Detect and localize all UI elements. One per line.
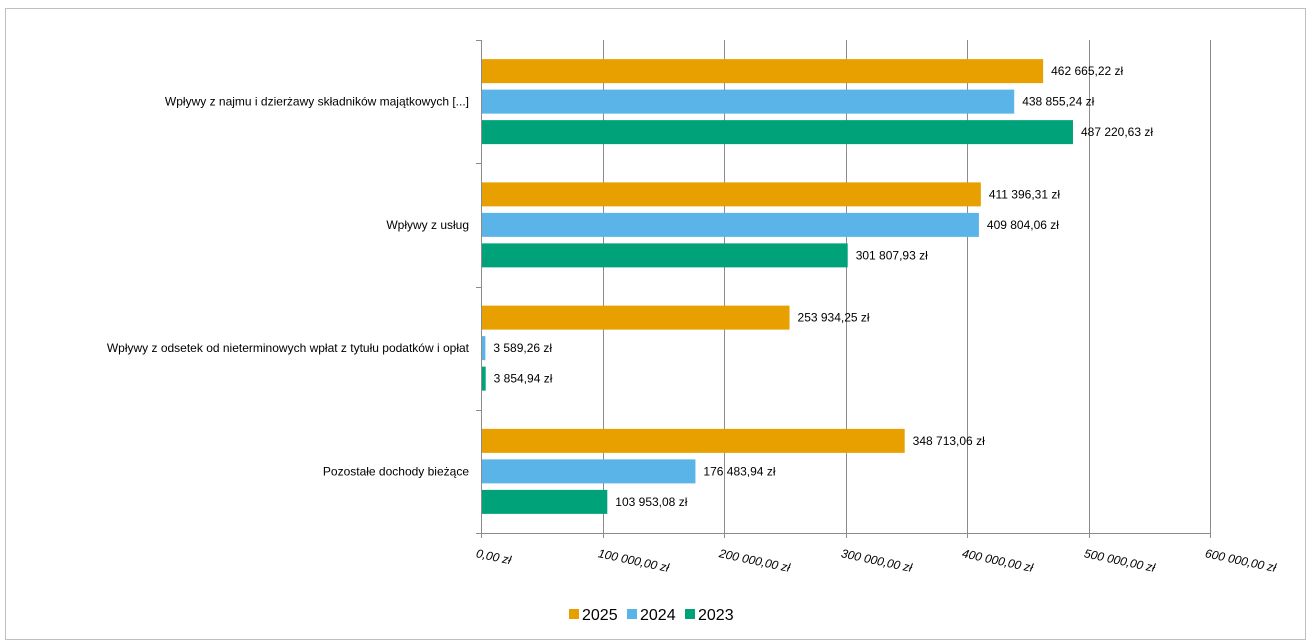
bar-2025 — [481, 182, 981, 207]
bar-2024 — [481, 212, 979, 237]
bar-2024 — [481, 89, 1015, 114]
legend-label: 2024 — [640, 607, 676, 624]
data-label: 253 934,25 zł — [798, 311, 870, 325]
legend-label: 2025 — [582, 607, 618, 624]
data-label: 409 804,06 zł — [987, 218, 1059, 232]
data-label: 348 713,06 zł — [913, 434, 985, 448]
data-label: 103 953,08 zł — [615, 495, 687, 509]
bar-2023 — [481, 489, 608, 514]
x-tick-label: 500 000,00 zł — [1083, 546, 1157, 575]
bar-2023 — [481, 243, 848, 268]
data-label: 438 855,24 zł — [1022, 95, 1094, 109]
data-label: 3 854,94 zł — [494, 372, 553, 386]
x-tick-label: 200 000,00 zł — [717, 546, 792, 575]
gridlines — [603, 40, 1211, 533]
x-tick-label: 600 000,00 zł — [1204, 546, 1278, 575]
x-tick-label: 100 000,00 zł — [597, 546, 671, 575]
data-labels: 462 665,22 zł 438 855,24 zł 487 220,63 zł 4… — [493, 64, 1153, 509]
data-label: 301 807,93 zł — [856, 248, 928, 262]
legend-swatch — [685, 609, 695, 619]
data-label: 176 483,94 zł — [703, 464, 775, 478]
category-label: Pozostałe dochody bieżące — [323, 464, 469, 478]
legend: 2025 2024 2023 — [569, 607, 734, 624]
legend-label: 2023 — [698, 607, 734, 624]
bar-2024 — [481, 459, 696, 484]
x-tick-label: 400 000,00 zł — [961, 546, 1035, 575]
bar-2024 — [481, 336, 486, 361]
data-label: 462 665,22 zł — [1051, 64, 1123, 78]
legend-swatch — [569, 609, 579, 619]
bar-2023 — [481, 366, 486, 391]
bar-2025 — [481, 59, 1044, 84]
bar-2025 — [481, 305, 790, 330]
category-label: Wpływy z odsetek od nieterminowych wpłat… — [107, 341, 470, 355]
legend-swatch — [627, 609, 637, 619]
category-label: Wpływy z najmu i dzierżawy składników ma… — [165, 95, 469, 109]
bar-2023 — [481, 120, 1073, 145]
bars — [481, 59, 1073, 514]
data-label: 411 396,31 zł — [989, 187, 1061, 201]
category-label: Wpływy z usług — [386, 218, 469, 232]
bar-2025 — [481, 428, 905, 453]
x-tick-label: 300 000,00 zł — [840, 546, 914, 575]
x-tick-label: 0,00 zł — [475, 546, 513, 567]
data-label: 3 589,26 zł — [493, 341, 552, 355]
data-label: 487 220,63 zł — [1081, 125, 1153, 139]
